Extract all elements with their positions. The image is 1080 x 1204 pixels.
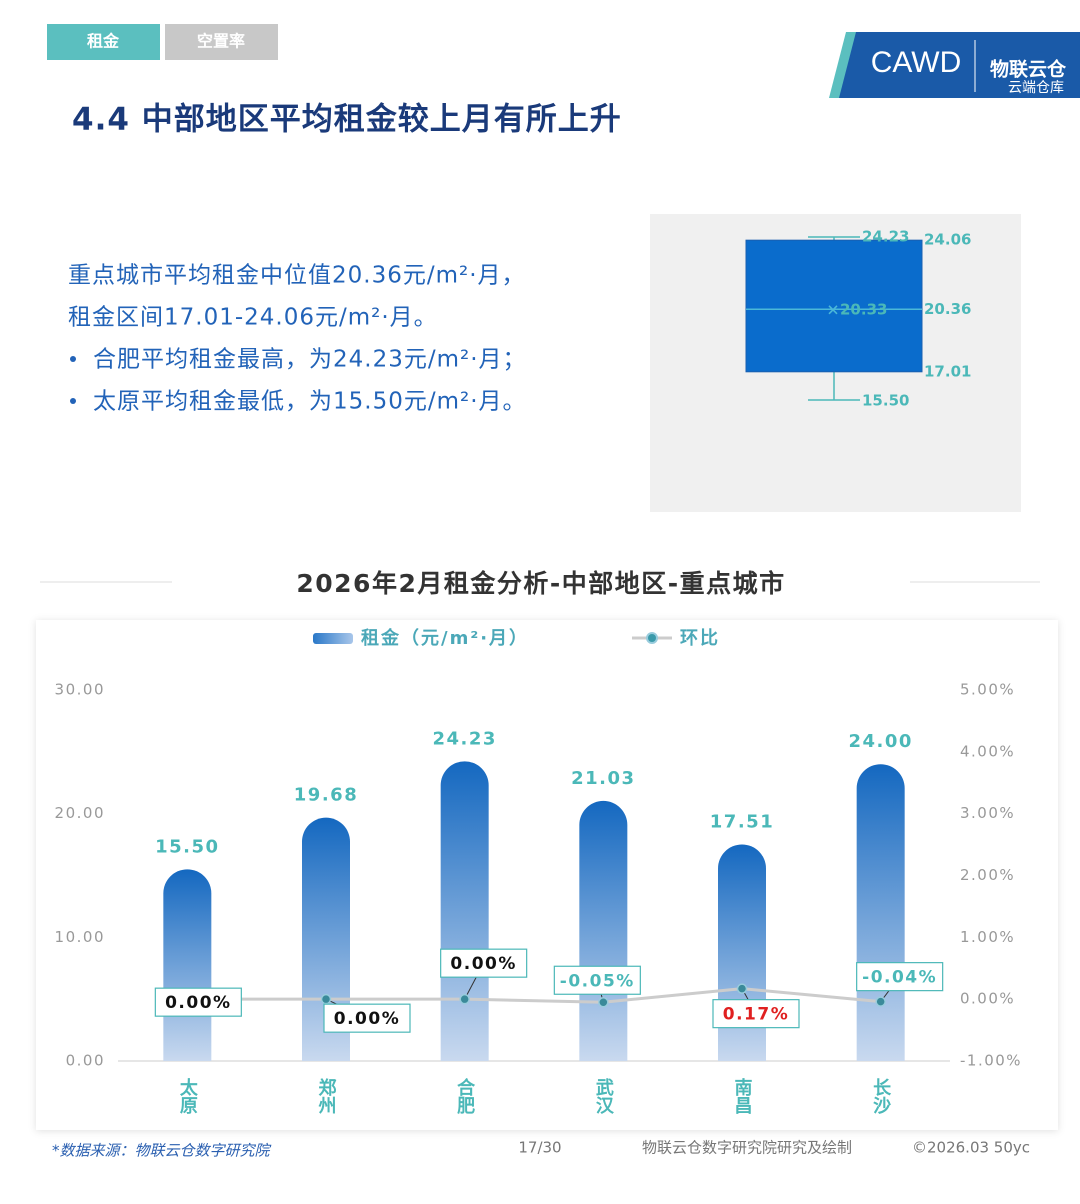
bullet-dot [70,356,76,362]
logo-stripe [829,32,856,98]
box [745,239,923,373]
point-label-box [856,962,944,992]
bullet-dot [70,398,76,404]
line-point [320,993,332,1005]
bar [163,869,212,1061]
y2-tick-label: -1.00% [960,1052,1022,1070]
tab-label[interactable]: 租金 [87,32,120,51]
point-label-box [712,999,800,1029]
y-tick-label: 20.00 [55,804,105,822]
summary-line: 租金区间17.01-24.06元/m²·月。 [68,305,438,331]
bar-value-label: 21.03 [571,768,635,789]
legend-label: 环比 [680,628,720,649]
bar [579,800,628,1061]
y2-tick-label: 3.00% [960,804,1015,822]
logo-tagline: 云端仓库 [1008,80,1064,96]
bar [440,761,489,1061]
line-point [598,997,609,1008]
x-tick-label: 南昌 [732,1077,753,1115]
title-box [172,560,910,608]
mean-label: 20.33 [840,300,887,318]
legend-swatch [313,633,353,644]
x-tick-label: 郑州 [316,1077,338,1114]
x-tick-label: 太原 [177,1077,198,1115]
summary-line: 重点城市平均租金中位值20.36元/m²·月， [68,263,526,289]
line-point [736,983,748,994]
y2-tick-label: 0.00% [960,990,1015,1008]
footer-copyright: ©2026.03 50yc [912,1139,1030,1157]
logo-brand: CAWD [871,46,962,79]
line [187,987,881,1004]
y-tick-label: 0.00 [66,1052,105,1070]
mean-marker [828,305,838,315]
point-label-box [323,1003,411,1033]
point-label: 0.00% [450,954,516,974]
tab-label[interactable]: 空置率 [197,32,245,51]
point-label-box [440,948,528,978]
max-label: 24.23 [862,228,909,246]
x-tick-label: 合肥 [454,1077,476,1115]
line-point [459,993,470,1005]
x-tick-label: 长沙 [870,1078,891,1114]
point-label: 0.00% [165,993,231,1013]
bar-value-label: 17.51 [710,811,774,832]
y-tick-label: 30.00 [55,681,105,699]
y2-tick-label: 4.00% [960,742,1015,760]
y2-tick-label: 1.00% [960,928,1015,946]
bar-value-label: 19.68 [294,785,358,806]
summary-bullet: 太原平均租金最低，为15.50元/m²·月。 [93,389,527,415]
page-heading: 4.4 中部地区平均租金较上月有所上升 [72,102,622,138]
point-label: -0.05% [560,971,635,991]
tab-active[interactable] [47,24,160,60]
point-label: 0.00% [334,1009,400,1029]
footer-credit: 物联云仓数字研究院研究及绘制 [642,1139,852,1157]
summary-bullet: 合肥平均租金最高，为24.23元/m²·月； [93,347,527,373]
point-label-box [553,965,641,995]
footer-page: 17/30 [518,1139,561,1157]
y2-tick-label: 5.00% [960,681,1015,699]
q1-label: 17.01 [924,362,971,380]
point-label-box [154,987,242,1017]
chart-title: 2026年2月租金分析-中部地区-重点城市 [296,569,785,598]
logo-background [835,32,1080,98]
legend-label: 租金（元/m²·月） [361,627,529,649]
logo-name: 物联云仓 [990,58,1067,81]
x-tick-label: 武汉 [593,1078,614,1115]
point-label: 0.17% [723,1005,789,1025]
legend-swatch [646,632,658,644]
y2-tick-label: 2.00% [960,866,1015,884]
y-tick-label: 10.00 [55,928,105,946]
median-label: 20.36 [924,300,971,318]
bar-value-label: 24.00 [848,731,912,752]
bar [718,844,766,1061]
bar [856,764,905,1061]
line-point [875,996,886,1007]
point-label: -0.04% [862,968,937,988]
min-label: 15.50 [862,392,909,410]
tab[interactable] [165,24,278,60]
footer-source: *数据来源：物联云仓数字研究院 [52,1142,272,1160]
chart: 0.00 10.00 20.00 30.00 -1.00% 0.00% 1.00% 2.00%… [55,627,1022,1115]
q3-label: 24.06 [924,231,971,249]
bar-value-label: 15.50 [155,836,219,857]
boxplot: 20.33 24.23 15.50 24.06 20.36 17.01 [745,228,971,410]
bar-value-label: 24.23 [432,728,496,749]
